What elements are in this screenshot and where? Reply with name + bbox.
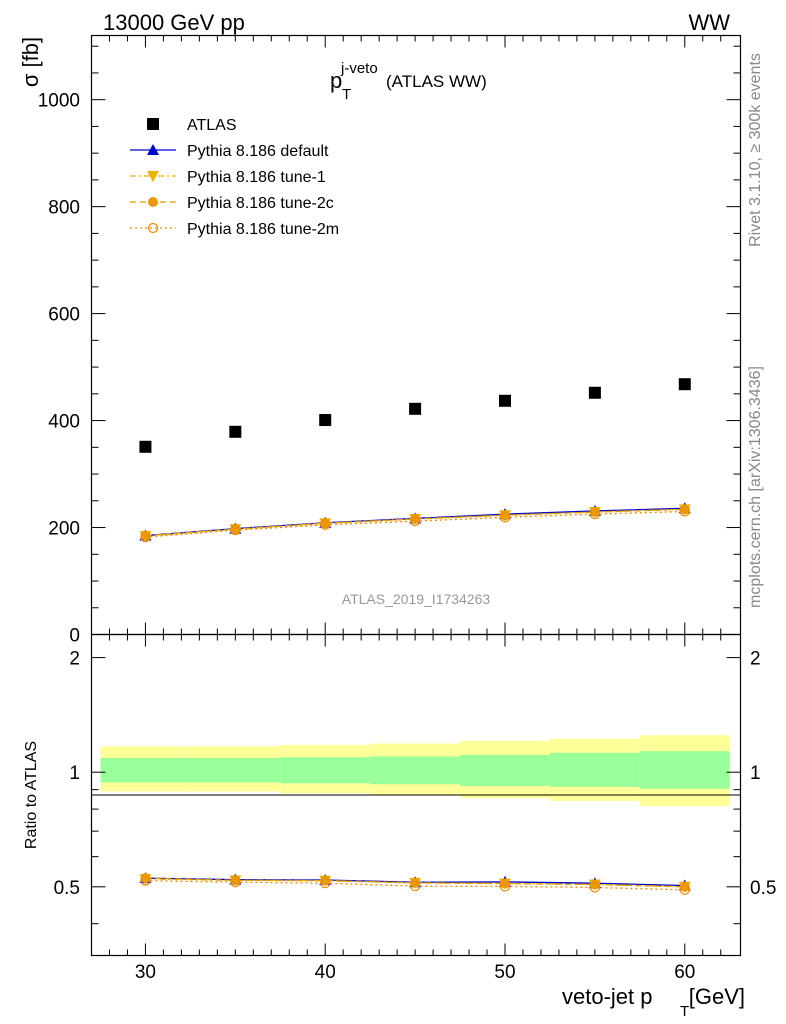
process-label: WW — [688, 10, 730, 35]
mcplots-label: mcplots.cern.ch [arXiv:1306.3436] — [747, 366, 764, 608]
plot-title-p: p — [330, 68, 342, 93]
data-point — [139, 440, 152, 453]
legend-label: Pythia 8.186 tune-2c — [187, 195, 334, 212]
data-point — [498, 394, 511, 407]
data-markers — [139, 378, 691, 895]
y-axis-label: σ [fb] — [18, 37, 43, 87]
data-point — [589, 509, 600, 520]
y-tick-label: 1000 — [38, 91, 80, 112]
x-tick-label: 50 — [494, 962, 515, 983]
legend-marker — [147, 171, 159, 182]
ratio-data-point — [679, 881, 690, 892]
ratio-data-point — [230, 877, 241, 888]
plot-title-superscript: j-veto — [340, 60, 378, 77]
ratio-data-point — [499, 881, 511, 892]
legend-label: ATLAS — [187, 117, 237, 134]
ratio-data-point — [589, 882, 600, 893]
data-point — [319, 414, 332, 427]
ratio-data-point — [679, 884, 690, 895]
legend-label: Pythia 8.186 tune-2m — [187, 221, 339, 238]
legend-label: Pythia 8.186 default — [187, 143, 329, 160]
data-point — [230, 525, 241, 536]
ratio-data-point — [140, 873, 151, 884]
data-point — [140, 532, 151, 543]
ratio-data-point — [410, 881, 421, 892]
plot-title-subscript: T — [342, 86, 351, 103]
ratio-tick-label-right: 0.5 — [750, 878, 776, 899]
legend-marker — [147, 118, 159, 130]
mc-prediction-lines — [145, 507, 685, 891]
data-point — [588, 386, 601, 399]
x-axis-label: veto-jet p — [562, 984, 653, 1009]
data-point — [679, 506, 690, 517]
ratio-tick-label-right: 1 — [750, 763, 761, 784]
legend-marker — [147, 222, 159, 234]
x-axis-label-subscript: T — [680, 1003, 689, 1020]
legend-label: Pythia 8.186 tune-1 — [187, 169, 326, 186]
legend-marker — [147, 144, 159, 155]
y-tick-label: 800 — [48, 198, 80, 219]
data-point — [679, 504, 690, 515]
ratio-inner-band — [190, 757, 281, 783]
plot-title-suffix: (ATLAS WW) — [386, 72, 487, 91]
legend: ATLAS Pythia 8.186 default Pythia 8.186 tu… — [130, 117, 339, 238]
collision-energy-label: 13000 GeV pp — [103, 10, 245, 35]
ratio-tick-label-left: 2 — [69, 649, 80, 670]
x-tick-label: 40 — [315, 962, 336, 983]
data-point — [409, 402, 422, 415]
ratio-data-point — [140, 875, 151, 886]
data-point — [499, 512, 511, 523]
ratio-data-point — [320, 878, 331, 889]
rivet-version-label: Rivet 3.1.10, ≥ 300k events — [747, 53, 764, 247]
ratio-data-point — [320, 875, 331, 886]
y-tick-label: 600 — [48, 305, 80, 326]
ratio-data-point — [499, 878, 510, 889]
ratio-data-point — [410, 877, 421, 888]
y-tick-label: 200 — [48, 519, 80, 540]
y-tick-label: 400 — [48, 412, 80, 433]
x-axis-label-main: veto-jet p — [562, 984, 653, 1009]
ratio-inner-band — [280, 757, 371, 784]
analysis-id-label: ATLAS_2019_I1734263 — [342, 591, 491, 607]
ratio-uncertainty-bands — [100, 735, 730, 807]
ratio-inner-band — [549, 752, 640, 787]
ratio-inner-band — [460, 754, 550, 786]
data-point — [410, 516, 421, 527]
ratio-tick-label-left: 1 — [69, 763, 80, 784]
data-point — [499, 510, 510, 521]
ratio-inner-band — [100, 757, 191, 783]
data-point — [410, 513, 421, 524]
ratio-tick-label-left: 0.5 — [54, 878, 80, 899]
ratio-tick-label-right: 2 — [750, 649, 761, 670]
data-point — [320, 519, 331, 530]
ratio-y-axis-label: Ratio to ATLAS — [23, 741, 40, 849]
data-point — [229, 425, 242, 438]
data-point — [589, 507, 600, 518]
ratio-inner-band — [639, 751, 730, 789]
ratio-data-point — [589, 879, 600, 890]
x-tick-label: 30 — [135, 962, 156, 983]
y-tick-label: 0 — [69, 626, 80, 647]
legend-marker — [148, 197, 158, 207]
x-axis-label-unit: [GeV] — [689, 984, 745, 1009]
ratio-inner-band — [370, 756, 461, 785]
data-point — [678, 378, 691, 391]
x-tick-label: 60 — [674, 962, 695, 983]
